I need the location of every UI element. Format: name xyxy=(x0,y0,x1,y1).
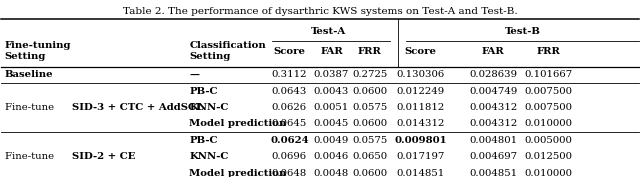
Text: FAR: FAR xyxy=(482,47,505,56)
Text: 0.0046: 0.0046 xyxy=(314,152,349,161)
Text: 0.011812: 0.011812 xyxy=(397,103,445,112)
Text: 0.004697: 0.004697 xyxy=(469,152,517,161)
Text: 0.3112: 0.3112 xyxy=(271,70,307,79)
Text: 0.0575: 0.0575 xyxy=(352,103,387,112)
Text: SID-2 + CE: SID-2 + CE xyxy=(72,152,136,161)
Text: KNN-C: KNN-C xyxy=(189,152,228,161)
Text: SID-3 + CTC + AddSCL: SID-3 + CTC + AddSCL xyxy=(72,103,203,112)
Text: PB-C: PB-C xyxy=(189,87,218,96)
Text: 0.0051: 0.0051 xyxy=(314,103,349,112)
Text: Test-A: Test-A xyxy=(310,27,346,36)
Text: Model prediction: Model prediction xyxy=(189,169,287,177)
Text: FRR: FRR xyxy=(536,47,560,56)
Text: 0.014851: 0.014851 xyxy=(397,169,445,177)
Text: 0.0049: 0.0049 xyxy=(314,136,349,145)
Text: 0.028639: 0.028639 xyxy=(469,70,517,79)
Text: 0.014312: 0.014312 xyxy=(397,119,445,129)
Text: PB-C: PB-C xyxy=(189,136,218,145)
Text: 0.004851: 0.004851 xyxy=(469,169,517,177)
Text: 0.2725: 0.2725 xyxy=(352,70,387,79)
Text: 0.010000: 0.010000 xyxy=(524,169,572,177)
Text: 0.012249: 0.012249 xyxy=(397,87,445,96)
Text: 0.0645: 0.0645 xyxy=(272,119,307,129)
Text: 0.0650: 0.0650 xyxy=(352,152,387,161)
Text: 0.012500: 0.012500 xyxy=(524,152,572,161)
Text: 0.004312: 0.004312 xyxy=(469,119,518,129)
Text: 0.010000: 0.010000 xyxy=(524,119,572,129)
Text: 0.004801: 0.004801 xyxy=(469,136,517,145)
Text: Baseline: Baseline xyxy=(4,70,53,79)
Text: 0.0043: 0.0043 xyxy=(314,87,349,96)
Text: 0.0696: 0.0696 xyxy=(272,152,307,161)
Text: Fine-tune: Fine-tune xyxy=(4,152,57,161)
Text: 0.009801: 0.009801 xyxy=(394,136,447,145)
Text: 0.007500: 0.007500 xyxy=(524,87,572,96)
Text: 0.0600: 0.0600 xyxy=(352,87,387,96)
Text: Test-B: Test-B xyxy=(505,27,541,36)
Text: 0.0626: 0.0626 xyxy=(272,103,307,112)
Text: 0.0643: 0.0643 xyxy=(272,87,307,96)
Text: 0.004749: 0.004749 xyxy=(469,87,518,96)
Text: 0.0600: 0.0600 xyxy=(352,119,387,129)
Text: 0.101667: 0.101667 xyxy=(524,70,572,79)
Text: Classification
Setting: Classification Setting xyxy=(189,41,266,61)
Text: 0.004312: 0.004312 xyxy=(469,103,518,112)
Text: —: — xyxy=(189,70,200,79)
Text: 0.130306: 0.130306 xyxy=(397,70,445,79)
Text: 0.0387: 0.0387 xyxy=(314,70,349,79)
Text: Score: Score xyxy=(404,47,436,56)
Text: Fine-tune: Fine-tune xyxy=(4,103,57,112)
Text: Score: Score xyxy=(273,47,305,56)
Text: 0.0600: 0.0600 xyxy=(352,169,387,177)
Text: 0.017197: 0.017197 xyxy=(397,152,445,161)
Text: FAR: FAR xyxy=(320,47,343,56)
Text: KNN-C: KNN-C xyxy=(189,103,228,112)
Text: 0.0575: 0.0575 xyxy=(352,136,387,145)
Text: 0.0048: 0.0048 xyxy=(314,169,349,177)
Text: Fine-tuning
Setting: Fine-tuning Setting xyxy=(4,41,71,61)
Text: 0.0045: 0.0045 xyxy=(314,119,349,129)
Text: 0.005000: 0.005000 xyxy=(524,136,572,145)
Text: FRR: FRR xyxy=(358,47,381,56)
Text: Model prediction: Model prediction xyxy=(189,119,287,129)
Text: Table 2. The performance of dysarthric KWS systems on Test-A and Test-B.: Table 2. The performance of dysarthric K… xyxy=(123,7,517,16)
Text: 0.0648: 0.0648 xyxy=(272,169,307,177)
Text: 0.0624: 0.0624 xyxy=(270,136,308,145)
Text: 0.007500: 0.007500 xyxy=(524,103,572,112)
